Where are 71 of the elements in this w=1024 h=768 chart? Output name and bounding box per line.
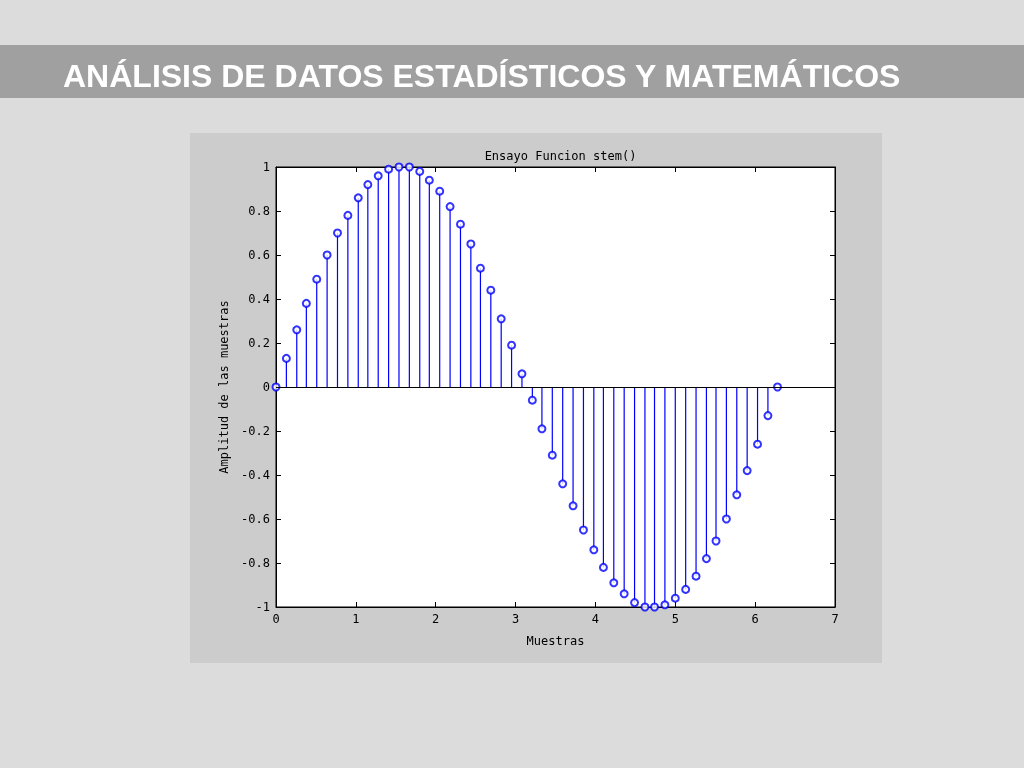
point bbox=[547, 450, 557, 460]
point bbox=[701, 554, 711, 564]
point bbox=[691, 571, 701, 581]
x-tick-label: 5 bbox=[671, 612, 679, 626]
point bbox=[630, 598, 640, 608]
point bbox=[322, 250, 332, 260]
point bbox=[466, 239, 476, 249]
y-tick-label: 0.6 bbox=[248, 248, 270, 262]
x-tick-label: 0 bbox=[272, 612, 280, 626]
point bbox=[537, 424, 547, 434]
y-tick-label: -0.6 bbox=[241, 512, 270, 526]
point bbox=[721, 514, 731, 524]
point bbox=[753, 439, 763, 449]
y-tick-label: 1 bbox=[262, 160, 270, 174]
point bbox=[486, 285, 496, 295]
point bbox=[763, 411, 773, 421]
y-tick-label: 0.4 bbox=[248, 292, 270, 306]
x-tick-label: 2 bbox=[432, 612, 440, 626]
y-tick-label: 0 bbox=[262, 380, 270, 394]
point bbox=[681, 584, 691, 594]
point bbox=[445, 202, 455, 212]
point bbox=[455, 219, 465, 229]
point bbox=[353, 193, 363, 203]
point bbox=[333, 228, 342, 238]
y-tick-label: -0.4 bbox=[241, 468, 270, 482]
x-tick-label: 6 bbox=[751, 612, 759, 626]
point bbox=[394, 162, 404, 172]
point bbox=[589, 545, 599, 555]
x-tick-label: 7 bbox=[831, 612, 839, 626]
y-tick-label: 0.2 bbox=[248, 336, 270, 350]
point bbox=[404, 162, 414, 172]
point bbox=[558, 479, 568, 489]
point bbox=[578, 525, 588, 535]
point bbox=[609, 578, 619, 588]
point bbox=[742, 466, 752, 476]
point bbox=[496, 314, 506, 324]
point bbox=[343, 210, 353, 220]
y-tick-label: -0.8 bbox=[241, 556, 270, 570]
x-tick-label: 1 bbox=[352, 612, 360, 626]
point bbox=[424, 175, 434, 185]
point bbox=[711, 536, 721, 546]
point bbox=[598, 562, 608, 572]
point bbox=[292, 325, 302, 335]
point bbox=[281, 353, 291, 363]
point bbox=[650, 602, 660, 612]
point bbox=[660, 600, 670, 610]
point bbox=[301, 298, 311, 308]
point bbox=[373, 171, 383, 181]
point bbox=[475, 263, 485, 273]
y-tick-label: -1 bbox=[255, 600, 270, 614]
x-tick-label: 3 bbox=[511, 612, 520, 626]
point bbox=[415, 166, 425, 176]
point bbox=[568, 501, 578, 511]
point bbox=[435, 186, 445, 196]
point bbox=[670, 593, 680, 603]
y-tick-label: 0.8 bbox=[248, 204, 270, 218]
chart-subtitle: Ensayo Funcion stem() bbox=[484, 149, 637, 163]
point bbox=[312, 274, 322, 284]
chart-title: ANÁLISIS DE DATOS ESTADÍSTICOS Y MATEMÁTICOS bbox=[63, 58, 901, 94]
x-tick-label: 4 bbox=[591, 612, 600, 626]
point bbox=[732, 490, 742, 500]
x-axis-title: Muestras bbox=[526, 634, 585, 648]
point bbox=[527, 395, 537, 405]
y-tick-label: -0.2 bbox=[241, 424, 270, 438]
point bbox=[619, 589, 629, 599]
point bbox=[363, 180, 373, 190]
point bbox=[640, 602, 650, 612]
point bbox=[517, 369, 527, 379]
y-axis-title: Amplitud de las muestras bbox=[217, 300, 231, 474]
point bbox=[507, 340, 517, 350]
point bbox=[384, 164, 394, 174]
